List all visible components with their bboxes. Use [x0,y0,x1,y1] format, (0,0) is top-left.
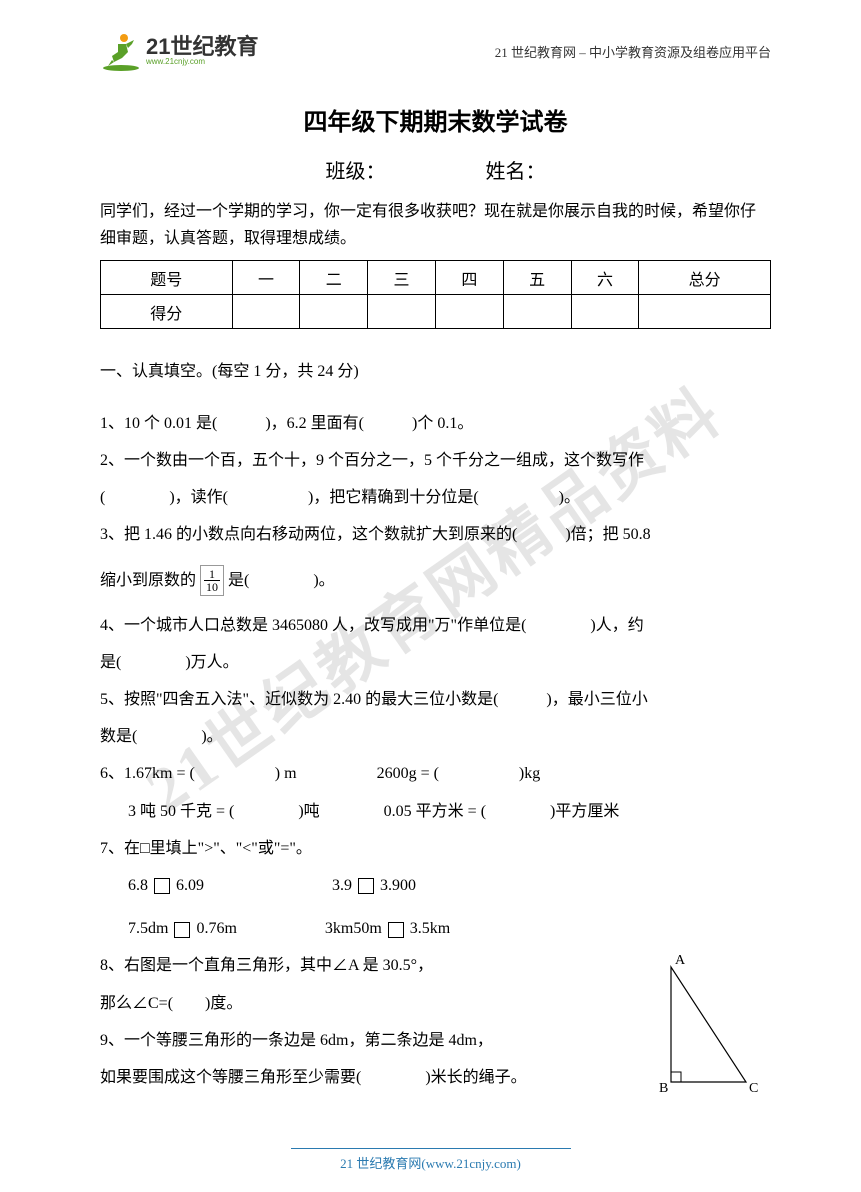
compare-box[interactable] [154,878,170,894]
score-cell[interactable] [639,295,771,329]
score-cell[interactable] [300,295,368,329]
question-7-row2: 7.5dm 0.76m 3km50m 3.5km [100,911,771,946]
question-8a: 8、右图是一个直角三角形，其中∠A 是 30.5°， [100,948,771,983]
th-col: 总分 [639,261,771,295]
question-2a: 2、一个数由一个百，五个十，9 个百分之一，5 个千分之一组成，这个数写作 [100,443,771,478]
q7r2-d: 3.5km [406,920,450,937]
question-8b: 那么∠C=( )度。 [100,986,771,1021]
class-label: 班级： [326,161,386,183]
question-1: 1、10 个 0.01 是( )，6.2 里面有( )个 0.1。 [100,406,771,441]
q7r1-a: 6.8 [128,877,152,894]
logo-sub-text: www.21cnjy.com [146,58,258,66]
info-line: 班级： 姓名： [100,155,771,184]
table-row: 得分 [101,295,771,329]
fraction-icon: 1 10 [200,565,224,596]
td-label: 得分 [101,295,233,329]
page-footer: 21 世纪教育网(www.21cnjy.com) [0,1148,861,1172]
th-col: 一 [232,261,300,295]
frac-denominator: 10 [204,581,220,593]
question-7-head: 7、在□里填上">"、"<"或"="。 [100,831,771,866]
q3b-post: 是( )。 [228,572,335,589]
question-5a: 5、按照"四舍五入法"、近似数为 2.40 的最大三位小数是( )，最小三位小 [100,682,771,717]
logo-block: 21世纪教育 www.21cnjy.com [100,30,258,72]
q7r1-d: 3.900 [376,877,416,894]
score-cell[interactable] [232,295,300,329]
score-cell[interactable] [435,295,503,329]
table-row: 题号 一 二 三 四 五 六 总分 [101,261,771,295]
score-cell[interactable] [503,295,571,329]
question-9a: 9、一个等腰三角形的一条边是 6dm，第二条边是 4dm， [100,1023,771,1058]
question-4b: 是( )万人。 [100,645,771,680]
q7r2-a: 7.5dm [128,920,172,937]
th-col: 五 [503,261,571,295]
question-7-row1: 6.8 6.09 3.9 3.900 [100,868,771,903]
question-6b: 3 吨 50 千克 = ( )吨 0.05 平方米 = ( )平方厘米 [100,794,771,829]
th-col: 四 [435,261,503,295]
page-title: 四年级下期期末数学试卷 [100,102,771,137]
question-5b: 数是( )。 [100,719,771,754]
footer-text: 21 世纪教育网(www.21cnjy.com) [340,1156,521,1171]
question-6a: 6、1.67km = ( ) m 2600g = ( )kg [100,756,771,791]
question-4a: 4、一个城市人口总数是 3465080 人，改写成用"万"作单位是( )人，约 [100,608,771,643]
compare-box[interactable] [388,922,404,938]
q7r2-b: 0.76m [192,920,236,937]
score-table: 题号 一 二 三 四 五 六 总分 得分 [100,260,771,329]
th-label: 题号 [101,261,233,295]
question-3b: 缩小到原数的 1 10 是( )。 [100,563,771,598]
th-col: 二 [300,261,368,295]
compare-box[interactable] [174,922,190,938]
section-1-head: 一、认真填空。(每空 1 分，共 24 分) [100,357,771,387]
score-cell[interactable] [571,295,639,329]
logo-main-text: 21世纪教育 [146,36,258,58]
q7r2-c: 3km50m [325,920,386,937]
th-col: 三 [368,261,436,295]
q3b-pre: 缩小到原数的 [100,572,196,589]
question-2b: ( )，读作( )，把它精确到十分位是( )。 [100,480,771,515]
score-cell[interactable] [368,295,436,329]
th-col: 六 [571,261,639,295]
q7r1-b: 6.09 [172,877,204,894]
name-label: 姓名： [486,161,546,183]
intro-text: 同学们，经过一个学期的学习，你一定有很多收获吧？现在就是你展示自我的时候，希望你… [100,198,771,252]
page-content: 21世纪教育 www.21cnjy.com 21 世纪教育网 – 中小学教育资源… [0,0,861,1127]
question-3a: 3、把 1.46 的小数点向右移动两位，这个数就扩大到原来的( )倍；把 50.… [100,517,771,552]
header-bar: 21世纪教育 www.21cnjy.com 21 世纪教育网 – 中小学教育资源… [100,30,771,72]
question-9b: 如果要围成这个等腰三角形至少需要( )米长的绳子。 [100,1060,771,1095]
compare-box[interactable] [358,878,374,894]
logo-runner-icon [100,30,142,72]
logo-text-wrap: 21世纪教育 www.21cnjy.com [146,36,258,66]
q7r1-c: 3.9 [332,877,356,894]
header-right-text: 21 世纪教育网 – 中小学教育资源及组卷应用平台 [495,42,771,61]
footer-divider [291,1148,571,1149]
